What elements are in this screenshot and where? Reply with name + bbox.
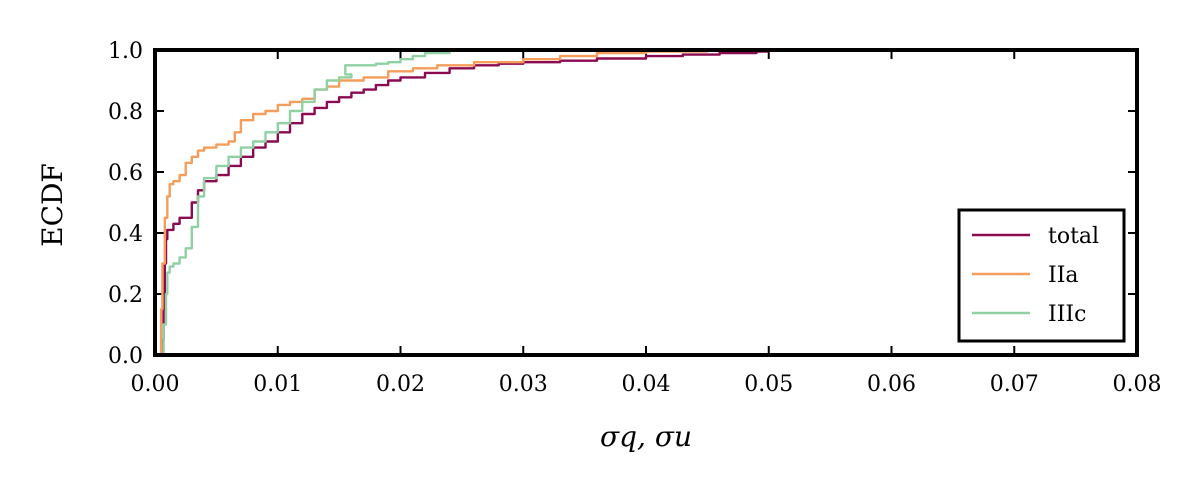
y-tick-label: 0.6 xyxy=(108,161,143,186)
y-tick-label: 1.0 xyxy=(108,39,143,64)
series-lines xyxy=(158,50,770,357)
legend-label-iiic: IIIc xyxy=(1048,302,1086,327)
x-tick-label: 0.04 xyxy=(622,372,671,397)
x-tick-label: 0.03 xyxy=(499,372,548,397)
series-line-total xyxy=(159,50,770,357)
tick-labels: 0.00 0.01 0.02 0.03 0.04 0.05 0.06 0.07 0.08 0.0 0… xyxy=(108,39,1161,397)
legend-label-total: total xyxy=(1048,224,1099,249)
x-axis-label: σq, σu xyxy=(600,420,692,453)
series-line-iiic xyxy=(161,50,451,357)
x-tick-label: 0.02 xyxy=(376,372,425,397)
legend-label-iia: IIa xyxy=(1048,263,1079,288)
y-tick-label: 0.0 xyxy=(108,344,143,369)
x-tick-label: 0.06 xyxy=(867,372,916,397)
y-tick-label: 0.2 xyxy=(108,283,143,308)
legend: total IIa IIIc xyxy=(957,208,1126,343)
y-axis-label: ECDF xyxy=(36,163,69,247)
y-tick-label: 0.8 xyxy=(108,100,143,125)
y-tick-label: 0.4 xyxy=(108,222,143,247)
plot-frame xyxy=(153,48,1139,357)
x-tick-label: 0.00 xyxy=(131,372,180,397)
x-tick-label: 0.05 xyxy=(744,372,793,397)
series-line-iia xyxy=(158,50,709,357)
legend-box xyxy=(957,208,1126,343)
x-tick-label: 0.01 xyxy=(253,372,302,397)
x-tick-label: 0.07 xyxy=(990,372,1039,397)
x-tick-label: 0.08 xyxy=(1113,372,1162,397)
